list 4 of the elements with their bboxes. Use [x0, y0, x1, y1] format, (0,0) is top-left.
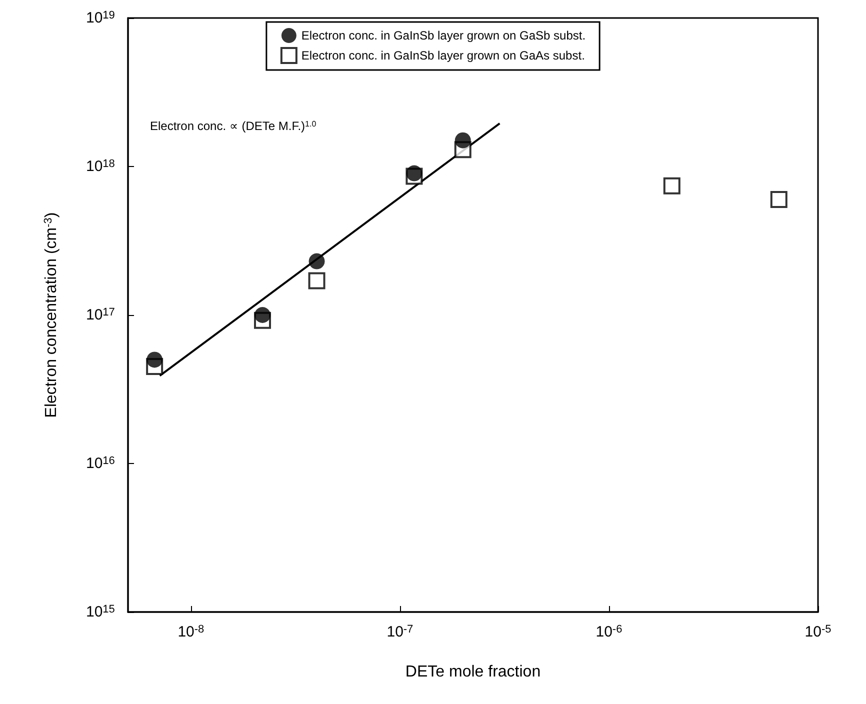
y-axis-title: Electron concentration (cm-3)	[42, 212, 60, 418]
legend-label: Electron conc. in GaInSb layer grown on GaAs subst.	[301, 48, 585, 62]
x-axis-title: DETe mole fraction	[405, 664, 541, 680]
legend-label: Electron conc. in GaInSb layer grown on GaSb subst.	[301, 28, 586, 42]
